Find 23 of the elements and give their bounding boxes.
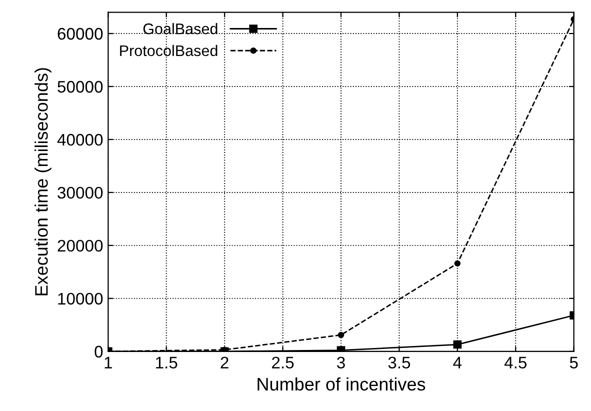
legend-label: ProtocolBased [120, 44, 218, 56]
point [454, 260, 461, 267]
y-tick-label: 50000 [58, 80, 103, 93]
x-tick-label: 2.5 [272, 356, 294, 369]
legend-label: GoalBased [143, 23, 218, 34]
x-tick-label: 3.5 [388, 356, 410, 369]
y-tick-label: 60000 [58, 28, 103, 40]
x-axis-title: Number of incentives [258, 377, 426, 391]
x-tick-label: 4.5 [504, 356, 527, 369]
y-tick-label: 10000 [58, 292, 103, 305]
x-tick-label: 1.5 [156, 356, 178, 369]
y-tick-label: 40000 [57, 134, 103, 146]
y-axis-title: Execution time (miliseconds) [34, 68, 52, 296]
y-tick-label: 20000 [58, 240, 103, 252]
point [453, 340, 462, 349]
point [338, 332, 344, 338]
x-tick-label: 5 [570, 356, 578, 369]
x-tick-label: 1 [104, 356, 112, 368]
y-tick-label: 0 [94, 346, 103, 358]
y-tick-label: 30000 [58, 186, 103, 199]
x-tick-label: 3 [337, 356, 345, 369]
x-tick-label: 2 [220, 356, 228, 368]
x-tick-label: 4 [453, 356, 462, 368]
